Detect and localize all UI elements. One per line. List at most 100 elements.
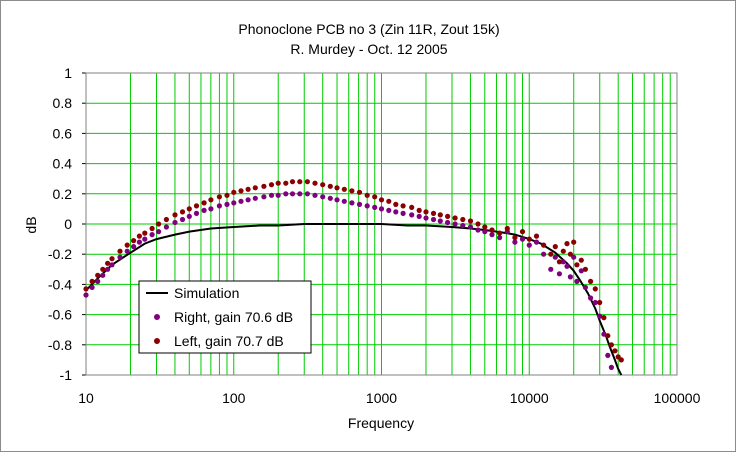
x-axis-label: Frequency xyxy=(348,415,414,431)
right-channel-point xyxy=(193,210,200,216)
y-tick-label: -0.2 xyxy=(48,246,72,262)
left-channel-point xyxy=(430,210,437,216)
left-channel-point xyxy=(179,209,186,215)
left-channel-point xyxy=(571,239,577,245)
legend-left-swatch xyxy=(154,338,160,344)
right-channel-point xyxy=(142,236,148,242)
left-channel-point xyxy=(320,182,326,188)
left-channel-point xyxy=(582,266,589,272)
right-channel-point xyxy=(608,364,615,370)
left-channel-point xyxy=(552,244,558,250)
right-channel-point xyxy=(156,229,162,235)
right-channel-point xyxy=(452,221,458,227)
right-channel-point xyxy=(105,266,111,272)
left-channel-point xyxy=(393,201,399,207)
right-channel-point xyxy=(482,229,488,235)
right-channel-point xyxy=(186,213,192,219)
left-channel-point xyxy=(89,278,95,284)
left-channel-point xyxy=(497,230,503,236)
right-channel-point xyxy=(556,271,563,277)
left-channel-point xyxy=(238,188,244,194)
right-channel-point xyxy=(430,216,437,223)
left-channel-point xyxy=(156,221,162,227)
right-channel-point xyxy=(574,278,580,284)
y-tick-label: -1 xyxy=(60,367,73,383)
left-channel-point xyxy=(409,204,415,210)
left-channel-point xyxy=(124,242,130,248)
right-channel-point xyxy=(95,278,101,284)
right-channel-point xyxy=(423,215,429,221)
right-channel-point xyxy=(437,218,443,224)
right-channel-point xyxy=(349,200,355,206)
y-tick-label: 0.4 xyxy=(53,156,73,172)
right-channel-point xyxy=(100,272,106,278)
right-channel-point xyxy=(334,197,340,203)
legend-right-label: Right, gain 70.6 dB xyxy=(174,309,293,325)
left-channel-point xyxy=(564,241,570,247)
y-axis-label: dB xyxy=(23,216,39,233)
left-channel-point xyxy=(378,197,385,203)
left-channel-point xyxy=(100,266,106,272)
right-channel-point xyxy=(283,191,289,197)
left-channel-point xyxy=(275,180,281,186)
y-tick-label: -0.6 xyxy=(48,307,72,323)
right-channel-point xyxy=(252,195,258,201)
left-channel-point xyxy=(268,182,275,188)
right-channel-point xyxy=(356,201,363,207)
left-channel-point xyxy=(289,179,296,185)
simulation-line xyxy=(85,223,623,376)
right-channel-point xyxy=(560,259,566,265)
legend-left-label: Left, gain 70.7 dB xyxy=(174,333,284,349)
left-channel-point xyxy=(105,260,111,266)
left-channel-point xyxy=(334,185,340,191)
right-channel-point xyxy=(393,209,399,215)
left-channel-point xyxy=(578,257,584,263)
left-channel-point xyxy=(489,227,495,233)
left-channel-point xyxy=(283,180,289,186)
left-channel-point xyxy=(163,216,169,223)
left-channel-point xyxy=(475,221,481,227)
left-channel-point xyxy=(526,236,532,242)
right-channel-point xyxy=(289,191,296,197)
right-channel-point xyxy=(489,232,495,238)
y-tick-label: 0 xyxy=(64,216,72,232)
right-channel-point xyxy=(136,239,142,245)
right-channel-point xyxy=(512,239,518,245)
right-channel-point xyxy=(312,192,318,198)
left-channel-point xyxy=(117,248,123,254)
left-channel-point xyxy=(556,259,563,265)
right-channel-point xyxy=(475,227,481,233)
right-channel-point xyxy=(224,201,230,207)
right-channel-point xyxy=(601,331,607,337)
right-channel-point xyxy=(320,194,326,200)
left-channel-point xyxy=(560,248,566,254)
y-tick-labels: 1 0.8 0.6 0.4 0.2 0 -0.2 -0.4 -0.6 -0.8 -1 xyxy=(48,65,72,383)
right-channel-point xyxy=(172,219,178,226)
left-channel-point xyxy=(541,242,547,248)
right-channel-point xyxy=(163,224,169,230)
y-tick-label: 1 xyxy=(64,65,72,81)
left-channel-point xyxy=(612,348,618,354)
right-channel-point xyxy=(409,212,415,218)
left-channel-point xyxy=(601,315,607,321)
left-channel-point xyxy=(597,299,603,306)
right-channel-point xyxy=(445,219,451,226)
left-channel-point xyxy=(608,342,615,348)
right-channel-point xyxy=(548,266,554,272)
left-channel-point xyxy=(482,224,488,230)
left-channel-point xyxy=(416,207,422,213)
left-channel-point xyxy=(186,206,192,212)
y-tick-label: -0.8 xyxy=(48,337,72,353)
left-channel-point xyxy=(327,183,333,189)
left-channel-point xyxy=(245,186,251,192)
right-channel-point xyxy=(416,213,422,219)
right-channel-point xyxy=(83,292,89,298)
right-channel-point xyxy=(372,204,378,210)
left-channel-point xyxy=(136,233,142,239)
x-tick-label: 100 xyxy=(222,390,246,406)
right-channel-point xyxy=(364,203,370,209)
left-channel-point xyxy=(512,235,518,241)
right-channel-point xyxy=(571,254,577,260)
left-channel-point xyxy=(208,197,214,203)
